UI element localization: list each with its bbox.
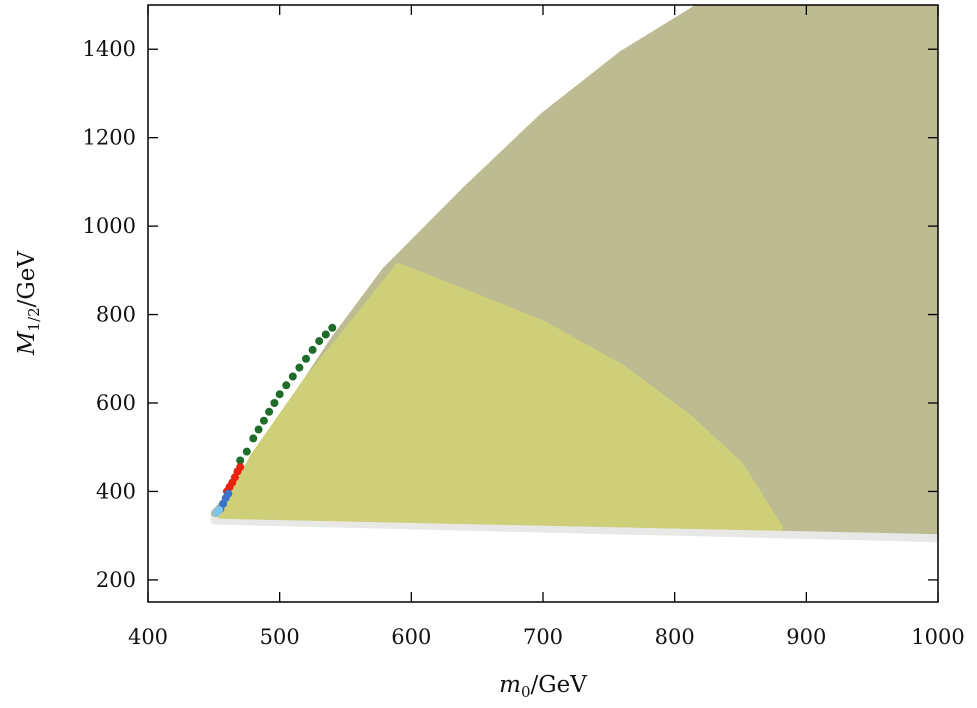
series-1-point-5 [236, 463, 245, 472]
series-0-point-8 [282, 381, 291, 390]
series-0-point-9 [288, 372, 297, 381]
x-tick-label-800: 800 [655, 625, 695, 649]
x-tick-label-1000: 1000 [911, 625, 964, 649]
x-axis-ticks: 400 500 600 700 800 900 1000 [128, 5, 965, 649]
x-tick-label-400: 400 [128, 625, 168, 649]
y-tick-label-1000: 1000 [83, 214, 136, 238]
series-0-point-14 [321, 330, 330, 339]
y-tick-label-200: 200 [96, 568, 136, 592]
y-tick-label-400: 400 [96, 479, 136, 503]
series-0-point-4 [259, 416, 268, 425]
x-tick-label-700: 700 [523, 625, 563, 649]
series-3-point-1 [215, 506, 224, 514]
series-0-point-11 [302, 354, 310, 363]
series-0-point-15 [328, 323, 337, 332]
series-0-point-12 [308, 345, 317, 354]
y-tick-label-800: 800 [96, 303, 136, 327]
series-0-point-7 [275, 390, 284, 399]
series-0-point-13 [315, 337, 324, 346]
y-axis-ticks: 200 400 600 800 1000 1200 1400 [83, 37, 938, 592]
series-2-point-3 [224, 489, 233, 498]
x-tick-label-500: 500 [260, 625, 300, 649]
x-tick-label-600: 600 [391, 625, 431, 649]
series-0-point-6 [270, 399, 279, 407]
x-tick-label-900: 900 [786, 625, 826, 649]
y-tick-label-1200: 1200 [83, 126, 136, 150]
series-0-point-2 [249, 434, 258, 443]
series-0-point-0 [236, 456, 245, 465]
series-0-point-1 [242, 447, 251, 456]
scatter-series [212, 323, 337, 517]
region-2 [217, 262, 783, 531]
series-0-point-10 [295, 363, 304, 372]
x-axis-label: m0/GeV [499, 672, 587, 701]
series-0-point-3 [254, 425, 263, 434]
y-axis-label: M1/2/GeV [14, 251, 43, 356]
y-tick-label-600: 600 [96, 391, 136, 415]
series-0-point-5 [265, 407, 274, 416]
y-tick-label-1400: 1400 [83, 37, 136, 61]
shaded-regions [210, 5, 938, 543]
